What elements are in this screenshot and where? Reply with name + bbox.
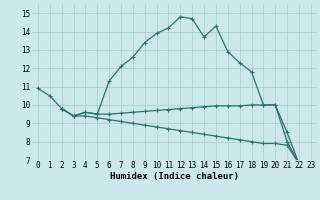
X-axis label: Humidex (Indice chaleur): Humidex (Indice chaleur) — [110, 172, 239, 181]
